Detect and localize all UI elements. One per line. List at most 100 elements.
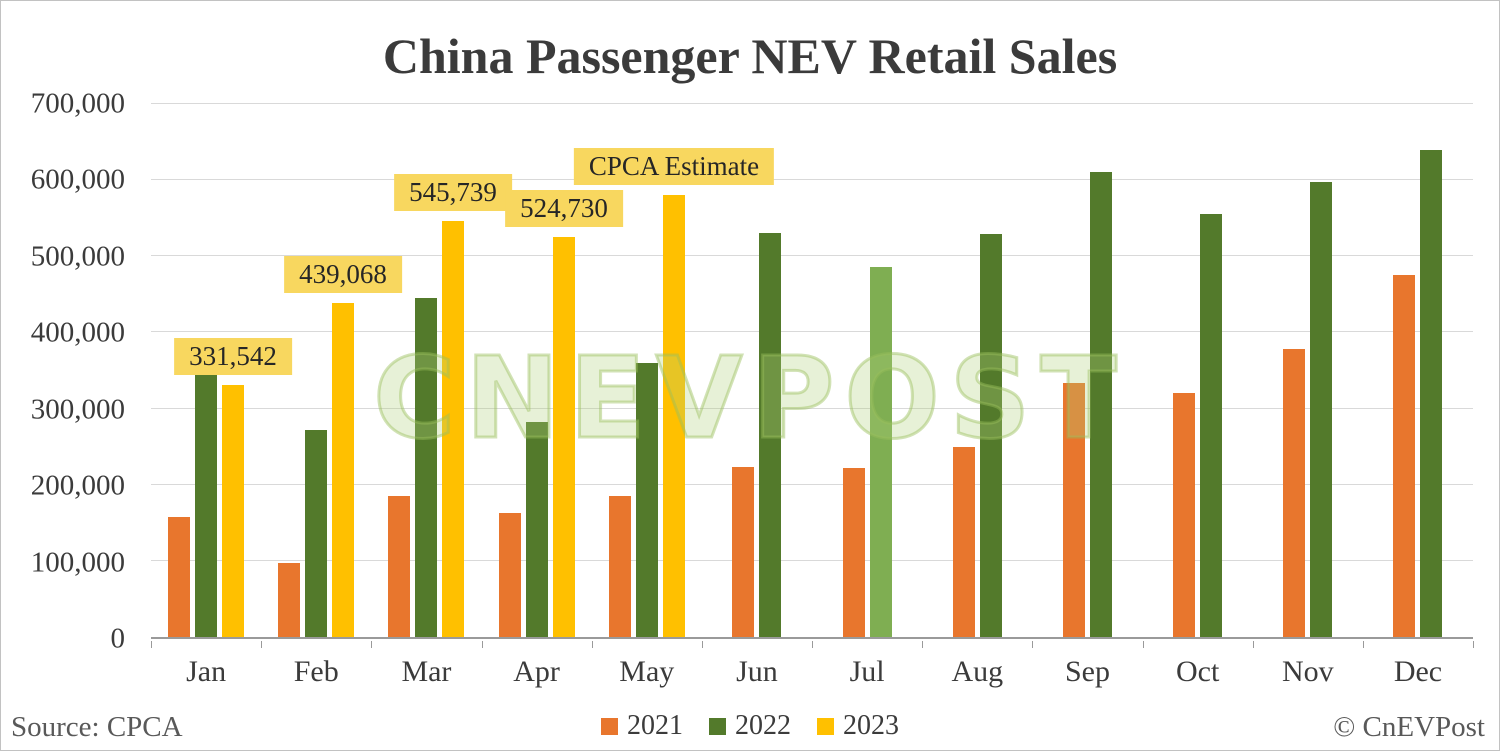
copyright-label: © CnEVPost — [1333, 711, 1485, 743]
y-tick-100000: 100,000 — [30, 546, 125, 579]
x-tick-jun: Jun — [736, 655, 778, 688]
bar-2022-jun — [759, 232, 782, 637]
legend-swatch-2021 — [601, 717, 618, 735]
month-group-sep — [1032, 104, 1142, 637]
month-group-may — [592, 104, 702, 637]
bar-2021-apr — [498, 512, 521, 637]
legend-swatch-2022 — [709, 717, 726, 735]
x-axis-tickmark — [1142, 641, 1144, 648]
bar-2022-jul — [869, 266, 892, 637]
bar-2022-oct — [1200, 213, 1223, 637]
plot-area: 331,542 439,068 545,739 524,730 CPCA Estimat… — [151, 103, 1473, 639]
x-axis-tickmark — [481, 641, 483, 648]
y-axis: 0 100,000 200,000 300,000 400,000 500,000 600,… — [1, 88, 139, 655]
x-axis-tickmark — [812, 641, 813, 648]
x-axis-tickmark — [1473, 641, 1474, 648]
bar-2021-sep — [1062, 382, 1085, 637]
x-tick-jul: Jul — [849, 655, 885, 688]
bar-2022-dec — [1420, 149, 1443, 637]
legend-item-2021: 2021 — [601, 710, 683, 742]
bar-2022-feb — [305, 429, 328, 637]
bar-2023-may — [662, 195, 685, 637]
bar-2021-may — [608, 496, 631, 637]
y-tick-600000: 600,000 — [30, 163, 125, 196]
x-axis-tickmark — [591, 641, 593, 648]
y-tick-0: 0 — [110, 622, 126, 655]
legend-swatch-2023 — [817, 717, 834, 735]
bar-2023-mar — [442, 221, 465, 637]
bar-2021-dec — [1393, 275, 1416, 637]
legend-label-2022: 2022 — [735, 710, 791, 741]
month-group-feb — [261, 104, 371, 637]
month-group-apr — [482, 104, 592, 637]
gridline-100000 — [151, 559, 1473, 561]
x-tick-may: May — [619, 655, 675, 688]
month-group-dec — [1363, 104, 1473, 637]
bar-2021-nov — [1283, 349, 1306, 637]
month-group-jan — [151, 104, 261, 637]
bar-2021-jan — [168, 516, 191, 637]
x-axis: Jan Feb Mar Apr May Jun Jul Aug Sep Oct Nov Dec — [151, 655, 1473, 689]
y-tick-400000: 400,000 — [30, 316, 125, 349]
x-axis-tickmark — [1252, 641, 1254, 648]
x-axis-tickmark — [701, 641, 703, 648]
gridline-600000 — [151, 179, 1473, 181]
y-tick-200000: 200,000 — [30, 469, 125, 502]
gridline-400000 — [151, 331, 1473, 333]
legend: 2021 2022 2023 — [601, 710, 899, 742]
bar-2021-oct — [1173, 392, 1196, 637]
bar-2023-jan — [222, 384, 245, 637]
month-group-aug — [922, 104, 1032, 637]
month-group-mar — [371, 104, 481, 637]
x-tick-aug: Aug — [951, 655, 1004, 688]
x-axis-tickmark — [151, 641, 152, 648]
month-group-oct — [1143, 104, 1253, 637]
bar-2023-apr — [552, 237, 575, 637]
x-axis-tickmarks — [151, 641, 1474, 648]
legend-item-2023: 2023 — [817, 710, 899, 742]
x-tick-mar: Mar — [401, 655, 452, 688]
legend-label-2023: 2023 — [843, 710, 899, 741]
bar-2021-jun — [732, 467, 755, 637]
bar-2022-mar — [415, 298, 438, 637]
bar-2022-apr — [525, 422, 548, 637]
x-tick-oct: Oct — [1175, 655, 1220, 688]
bar-series-container — [151, 104, 1473, 637]
gridline-700000 — [151, 103, 1473, 104]
bar-2022-jan — [195, 372, 218, 637]
gridline-300000 — [151, 407, 1473, 409]
month-group-nov — [1253, 104, 1363, 637]
x-tick-apr: Apr — [513, 655, 560, 688]
x-tick-jan: Jan — [186, 655, 227, 688]
bar-2021-feb — [278, 563, 301, 637]
month-group-jul — [812, 104, 922, 637]
bar-2022-may — [635, 362, 658, 637]
x-axis-tickmark — [371, 641, 373, 648]
bar-2022-sep — [1089, 171, 1112, 637]
x-axis-tickmark — [1362, 641, 1364, 648]
x-tick-nov: Nov — [1281, 655, 1334, 688]
bar-2021-aug — [952, 447, 975, 637]
gridline-500000 — [151, 255, 1473, 257]
x-tick-sep: Sep — [1064, 655, 1110, 688]
bar-2022-aug — [979, 234, 1002, 637]
month-group-jun — [702, 104, 812, 637]
source-label: Source: CPCA — [11, 711, 183, 743]
bar-2022-nov — [1310, 181, 1333, 637]
legend-item-2022: 2022 — [709, 710, 791, 742]
x-tick-feb: Feb — [293, 655, 339, 688]
chart-title: China Passenger NEV Retail Sales — [382, 28, 1118, 84]
x-tick-dec: Dec — [1393, 655, 1443, 688]
legend-label-2021: 2021 — [627, 710, 683, 741]
y-tick-300000: 300,000 — [30, 393, 125, 426]
gridline-200000 — [151, 483, 1473, 485]
y-tick-500000: 500,000 — [30, 240, 125, 273]
bar-2021-mar — [388, 496, 411, 637]
y-tick-700000: 700,000 — [30, 87, 125, 120]
x-axis-tickmark — [1032, 641, 1034, 648]
bar-2023-feb — [332, 302, 355, 637]
x-axis-tickmark — [261, 641, 263, 648]
x-axis-tickmark — [922, 641, 924, 648]
bar-2021-jul — [842, 467, 865, 637]
